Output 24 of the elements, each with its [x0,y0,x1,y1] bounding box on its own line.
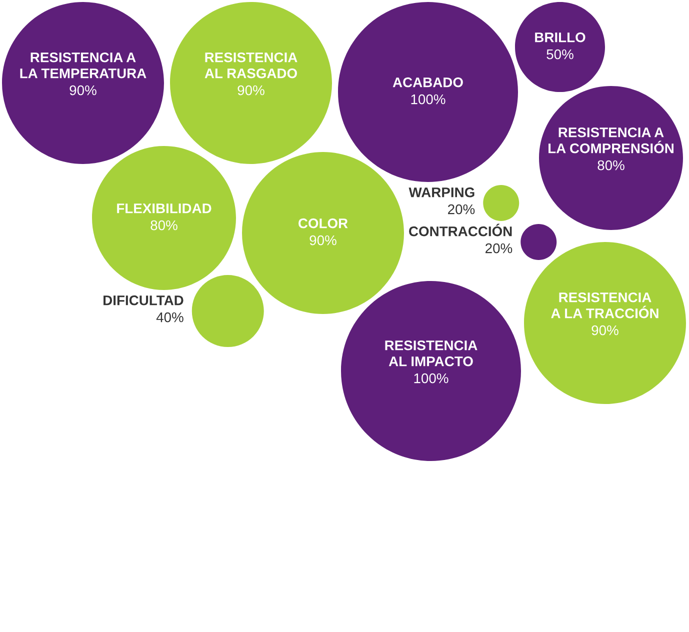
category-label: COLOR [298,218,348,228]
data-label: 50% [546,49,574,60]
category-label: CONTRACCIÓN [409,224,512,236]
data-label: 80% [598,160,624,170]
data-label: 40% [156,312,184,322]
category-label: RESISTENCIA A LA COMPRENSIÓN [548,127,674,154]
data-label: 100% [411,94,446,104]
data-label: 90% [310,235,336,246]
category-label: RESISTENCIA A LA TRACCIÓN [551,292,658,318]
data-label: 20% [448,204,475,214]
category-label: WARPING [408,187,474,198]
category-label: FLEXIBILIDAD [117,204,212,214]
data-label: 90% [70,85,96,96]
category-label: RESISTENCIA AL IMPACTO [385,340,478,366]
category-label: RESISTENCIA AL RASGADO [204,52,298,78]
data-label: 90% [592,325,618,336]
data-label: 80% [150,220,178,230]
category-label: ACABADO [392,77,463,88]
category-label: BRILLO [535,32,586,42]
data-label: 100% [414,373,448,384]
category-label: RESISTENCIA A LA TEMPERATURA [20,52,146,78]
data-label: 90% [238,85,264,96]
category-label: DIFICULTAD [104,295,184,306]
data-label: 20% [486,243,512,254]
